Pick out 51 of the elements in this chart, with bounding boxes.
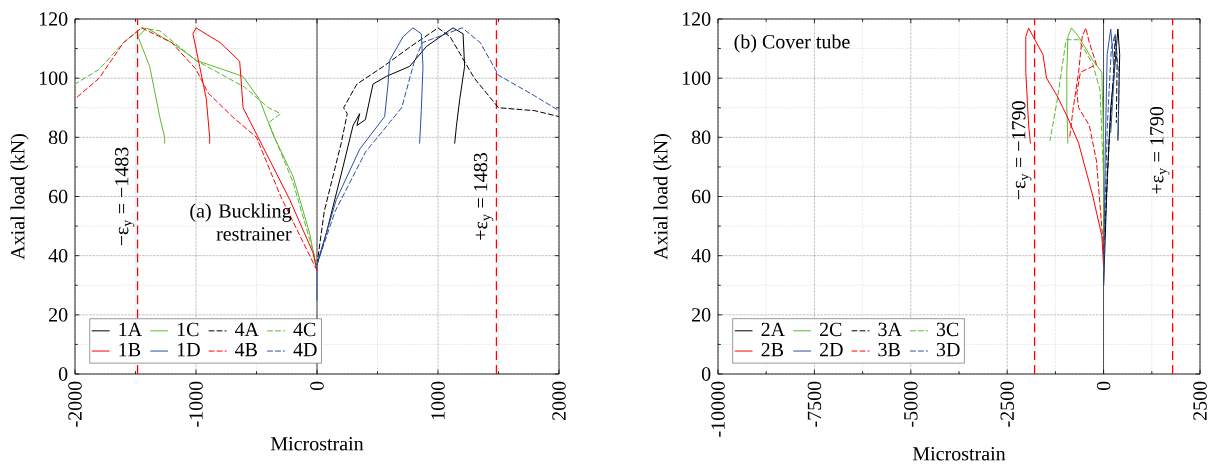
x-tick-label: -2000 (68, 381, 82, 427)
legend-label: 2A (761, 322, 785, 336)
ref-line-label: +ε$_{y}$ = 1483 (473, 153, 494, 240)
y-tick-label: 0 (58, 367, 68, 381)
annotation: (a) Buckling restrainer (190, 203, 292, 241)
legend-label: 3D (936, 342, 960, 357)
y-tick-label: 80 (48, 130, 68, 145)
x-tick-label: 2500 (1193, 381, 1207, 420)
y-tick-label: 40 (691, 248, 711, 263)
legend-label: 2D (819, 342, 843, 357)
y-tick-label: 40 (48, 248, 68, 263)
x-tick-label: 0 (310, 381, 324, 391)
x-tick-label: 1000 (431, 381, 445, 420)
x-axis-title: Microstrain (912, 447, 1006, 461)
legend-label: 1B (119, 342, 141, 357)
x-tick-label: -2500 (1000, 381, 1014, 427)
x-tick-label: 2000 (552, 381, 566, 420)
x-tick-label: -1000 (189, 381, 203, 427)
x-tick-label: -5000 (904, 381, 918, 427)
y-axis-title: Axial load (kN) (10, 134, 29, 260)
ref-line-label: −ε$_{y}$ = −1483 (114, 147, 135, 246)
legend-label: 4B (234, 342, 257, 357)
annotation: (b) Cover tube (734, 34, 850, 53)
legend-label: 2B (761, 342, 784, 357)
legend-label: 1C (177, 322, 199, 337)
y-tick-label: 80 (691, 130, 711, 145)
x-tick-label: -10000 (711, 381, 725, 437)
x-tick-label: 0 (1096, 381, 1111, 391)
ref-line-label: +ε$_{y}$ = 1790 (1150, 106, 1170, 194)
y-tick-label: 60 (48, 189, 68, 204)
y-axis-title: Axial load (kN) (653, 134, 672, 260)
y-tick-label: 20 (49, 308, 68, 322)
x-axis-title: Microstrain (270, 437, 364, 451)
legend-label: 3C (936, 322, 959, 337)
legend-label: 3A (878, 322, 902, 337)
y-tick-label: 120 (682, 12, 711, 26)
y-tick-label: 100 (39, 71, 68, 85)
legend-label: 4C (293, 322, 316, 337)
legend-label: 4D (293, 342, 317, 357)
legend-label: 3B (878, 342, 900, 357)
legend-label: 1A (119, 322, 143, 336)
legend-label: 2C (819, 322, 842, 337)
y-tick-label: 120 (39, 12, 68, 26)
ref-line-label: −ε$_{y}$ = −1790 (1011, 101, 1032, 200)
y-tick-label: 100 (682, 71, 711, 85)
legend-label: 4A (234, 322, 259, 336)
legend-label: 1D (177, 342, 200, 357)
y-tick-label: 20 (692, 308, 711, 322)
x-tick-label: -7500 (807, 381, 822, 427)
y-tick-label: 60 (692, 189, 711, 204)
y-tick-label: 0 (701, 367, 711, 381)
